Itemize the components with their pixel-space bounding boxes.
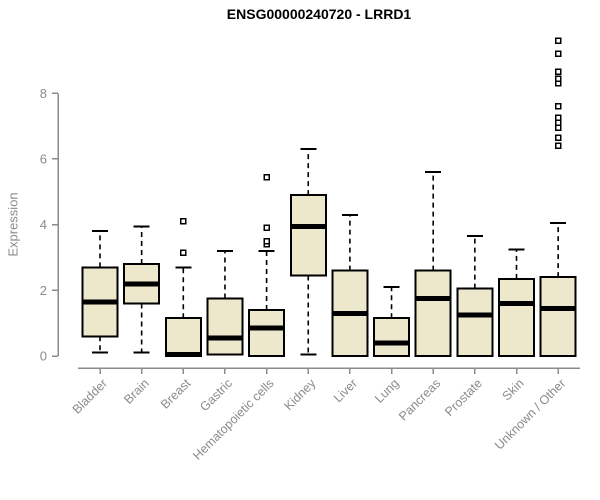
x-category-label: Skin xyxy=(500,376,527,403)
y-tick-label: 8 xyxy=(40,86,47,101)
outlier-point xyxy=(263,173,270,181)
outlier-point xyxy=(554,134,562,141)
box-kidney xyxy=(289,148,327,356)
iqr-box xyxy=(539,276,577,357)
outlier-point xyxy=(554,103,562,110)
outlier-point xyxy=(554,50,562,58)
box-brain xyxy=(123,225,161,354)
outlier-point xyxy=(180,218,187,225)
box-unknown-other xyxy=(539,37,577,357)
x-category-label: Unknown / Other xyxy=(492,376,568,452)
iqr-box xyxy=(456,287,494,358)
x-category-label: Bladder xyxy=(70,376,110,416)
x-category-label: Pancreas xyxy=(396,376,443,423)
chart-title: ENSG00000240720 - LRRD1 xyxy=(226,6,412,22)
box-hematopoietic-cells xyxy=(248,173,286,357)
outlier-point xyxy=(554,114,562,122)
outlier-point xyxy=(554,142,562,150)
x-category-label: Liver xyxy=(331,376,360,405)
y-tick-label: 4 xyxy=(40,217,47,232)
x-category-label: Gastric xyxy=(197,376,235,414)
box-lung xyxy=(373,286,411,358)
y-tick-label: 6 xyxy=(40,151,47,166)
box-prostate xyxy=(456,235,494,358)
outlier-point xyxy=(554,68,562,76)
x-category-label: Kidney xyxy=(281,376,318,413)
iqr-box xyxy=(164,317,202,358)
box-gastric xyxy=(206,249,244,356)
y-axis-title: Expression xyxy=(5,192,21,257)
outlier-point xyxy=(554,37,562,44)
outlier-point xyxy=(263,224,270,232)
box-breast xyxy=(164,218,202,358)
box-liver xyxy=(331,213,369,357)
outlier-point xyxy=(554,75,562,82)
iqr-box xyxy=(248,309,286,357)
box-bladder xyxy=(81,230,119,354)
iqr-box xyxy=(498,277,535,357)
iqr-box xyxy=(289,194,327,277)
iqr-box xyxy=(373,317,411,358)
x-category-label: Breast xyxy=(158,376,194,412)
box-pancreas xyxy=(414,171,452,357)
y-tick-label: 0 xyxy=(40,349,47,364)
iqr-box xyxy=(206,297,244,356)
x-category-label: Brain xyxy=(121,376,152,407)
x-category-label: Hematopoietic cells xyxy=(190,376,277,463)
y-tick-label: 2 xyxy=(40,283,47,298)
x-category-label: Prostate xyxy=(442,376,485,419)
iqr-box xyxy=(414,269,452,357)
outlier-point xyxy=(263,237,270,245)
box-skin xyxy=(498,248,535,357)
outlier-point xyxy=(180,249,187,256)
x-category-label: Lung xyxy=(372,376,402,406)
